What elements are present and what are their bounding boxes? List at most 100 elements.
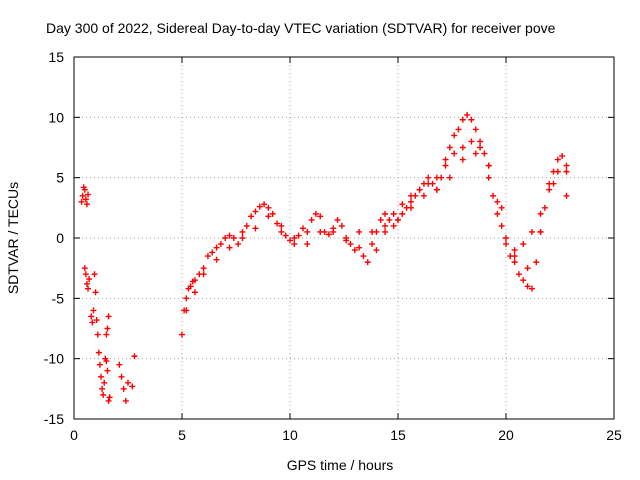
- data-point-0-116: [494, 210, 501, 217]
- data-point-0-35: [120, 385, 127, 392]
- data-point-0-26: [103, 331, 110, 338]
- data-point-0-120: [511, 259, 518, 266]
- y-tick-label-5: 10: [48, 109, 64, 125]
- data-point-0-130: [554, 156, 561, 163]
- x-tick-label-1: 5: [178, 427, 186, 443]
- data-point-0-37: [125, 379, 131, 386]
- chart-title: Day 300 of 2022, Sidereal Day-to-day VTE…: [46, 20, 556, 36]
- x-tick-label-4: 20: [498, 427, 514, 443]
- data-point-0-115: [490, 192, 497, 199]
- data-point-0-27: [104, 325, 111, 332]
- data-point-0-114: [485, 174, 492, 181]
- data-point-0-80: [338, 222, 345, 229]
- data-point-0-141: [442, 162, 449, 169]
- data-point-0-44: [187, 283, 194, 290]
- data-point-0-90: [382, 210, 389, 217]
- data-point-0-186: [563, 162, 570, 169]
- data-point-0-96: [407, 198, 414, 205]
- data-point-0-10: [85, 285, 92, 292]
- data-point-0-157: [191, 289, 198, 296]
- data-point-0-125: [533, 259, 540, 266]
- data-point-0-175: [420, 192, 427, 199]
- data-point-0-183: [524, 265, 531, 272]
- data-point-0-72: [304, 228, 311, 235]
- data-point-0-185: [550, 180, 557, 187]
- y-tick-label-1: -10: [44, 351, 64, 367]
- data-point-0-94: [399, 210, 406, 217]
- data-point-0-110: [468, 116, 475, 123]
- data-point-0-19: [95, 349, 102, 356]
- data-point-0-6: [85, 191, 92, 198]
- data-point-0-74: [312, 210, 319, 217]
- data-point-0-51: [213, 244, 220, 251]
- data-point-0-60: [252, 208, 259, 215]
- data-point-0-54: [226, 232, 233, 239]
- data-point-0-171: [369, 228, 376, 235]
- data-point-0-150: [520, 241, 527, 248]
- data-point-0-168: [330, 225, 337, 232]
- data-point-0-83: [351, 247, 358, 254]
- data-point-0-3: [81, 186, 88, 193]
- data-point-0-145: [477, 144, 484, 151]
- data-series: [78, 111, 570, 404]
- data-point-0-55: [230, 235, 237, 241]
- x-tick-label-3: 15: [390, 427, 406, 443]
- axis-ticks: 0 5 10 15 20 25 -15 -10 -5 0 5 10 15: [44, 49, 622, 443]
- data-point-0-134: [382, 228, 389, 235]
- data-point-0-79: [334, 216, 341, 223]
- data-point-0-144: [468, 138, 475, 145]
- data-point-0-21: [98, 373, 104, 380]
- data-point-0-48: [200, 265, 207, 272]
- data-point-0-57: [239, 228, 246, 235]
- data-point-0-0: [78, 198, 85, 205]
- data-point-0-173: [395, 216, 401, 223]
- data-point-0-13: [89, 319, 96, 326]
- data-point-0-108: [459, 116, 466, 123]
- data-point-0-85: [360, 253, 367, 260]
- data-point-0-49: [204, 253, 211, 260]
- data-point-0-12: [88, 313, 95, 320]
- data-point-0-82: [347, 241, 354, 248]
- data-point-0-184: [537, 228, 544, 235]
- data-point-0-161: [239, 235, 246, 241]
- data-point-0-169: [343, 237, 350, 244]
- data-point-0-75: [317, 213, 324, 220]
- data-point-0-67: [282, 232, 289, 239]
- data-point-0-118: [503, 235, 509, 241]
- data-point-0-100: [425, 174, 432, 181]
- data-point-0-153: [546, 186, 553, 193]
- data-point-0-152: [537, 210, 544, 217]
- data-point-0-70: [295, 232, 302, 239]
- data-point-0-17: [93, 317, 100, 324]
- data-point-0-174: [407, 204, 414, 211]
- data-point-0-62: [261, 201, 268, 208]
- data-point-0-156: [183, 307, 190, 314]
- data-point-0-138: [416, 186, 423, 193]
- data-point-0-42: [183, 295, 190, 302]
- x-tick-label-2: 10: [282, 427, 298, 443]
- data-point-0-122: [520, 277, 527, 284]
- data-point-0-167: [317, 228, 324, 235]
- data-point-0-180: [485, 162, 492, 169]
- data-point-0-1: [79, 192, 86, 199]
- data-point-0-106: [451, 132, 458, 139]
- data-point-0-136: [399, 201, 406, 208]
- data-point-0-32: [106, 394, 113, 401]
- data-point-0-179: [472, 150, 479, 157]
- data-point-0-132: [563, 168, 570, 175]
- data-point-0-170: [356, 244, 363, 251]
- data-point-0-39: [131, 353, 138, 360]
- data-point-0-107: [455, 126, 462, 133]
- data-point-0-86: [364, 259, 371, 266]
- data-point-0-7: [81, 265, 88, 272]
- data-point-0-127: [541, 204, 548, 211]
- data-point-0-172: [382, 222, 389, 229]
- data-point-0-59: [248, 213, 255, 220]
- data-point-0-159: [213, 256, 220, 263]
- y-tick-label-4: 5: [56, 170, 64, 186]
- data-point-0-71: [299, 225, 306, 232]
- data-point-0-69: [291, 241, 298, 248]
- y-tick-label-0: -15: [44, 411, 64, 427]
- data-point-0-140: [433, 174, 440, 181]
